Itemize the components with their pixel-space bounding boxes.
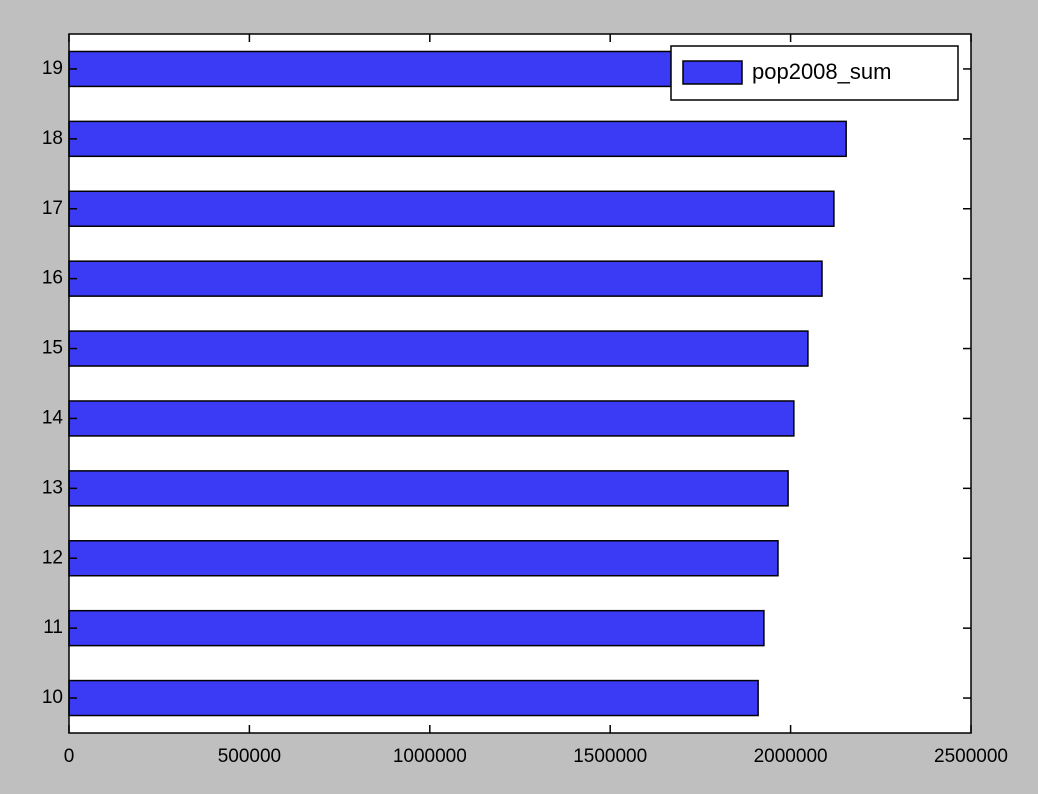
x-tick-label: 500000: [218, 746, 281, 767]
bar: [68, 260, 823, 297]
x-tick-label: 2500000: [934, 746, 1008, 767]
x-tick-label: 0: [64, 746, 75, 767]
bar: [68, 470, 789, 507]
y-tick-label: 10: [42, 687, 63, 708]
bar: [68, 679, 759, 717]
y-tick-label: 17: [42, 198, 63, 219]
x-tick-label: 1000000: [393, 746, 467, 767]
y-tick-label: 14: [42, 407, 64, 428]
y-tick-label: 11: [43, 617, 63, 638]
plot-frame: [68, 33, 972, 734]
bar: [68, 330, 809, 367]
legend-swatch: [682, 60, 743, 85]
y-tick-label: 18: [42, 128, 63, 149]
y-tick-label: 16: [42, 268, 63, 289]
y-tick-label: 13: [42, 477, 63, 498]
bar: [68, 609, 765, 647]
y-tick-label: 19: [42, 58, 63, 79]
y-tick-label: 12: [42, 547, 63, 568]
bar: [68, 120, 847, 158]
bar: [68, 540, 779, 577]
y-tick-label: 15: [42, 338, 63, 359]
x-tick-label: 2000000: [754, 746, 828, 767]
legend-label: pop2008_sum: [752, 59, 891, 84]
x-tick-label: 1500000: [573, 746, 647, 767]
bar: [68, 190, 835, 227]
bar: [68, 400, 795, 437]
